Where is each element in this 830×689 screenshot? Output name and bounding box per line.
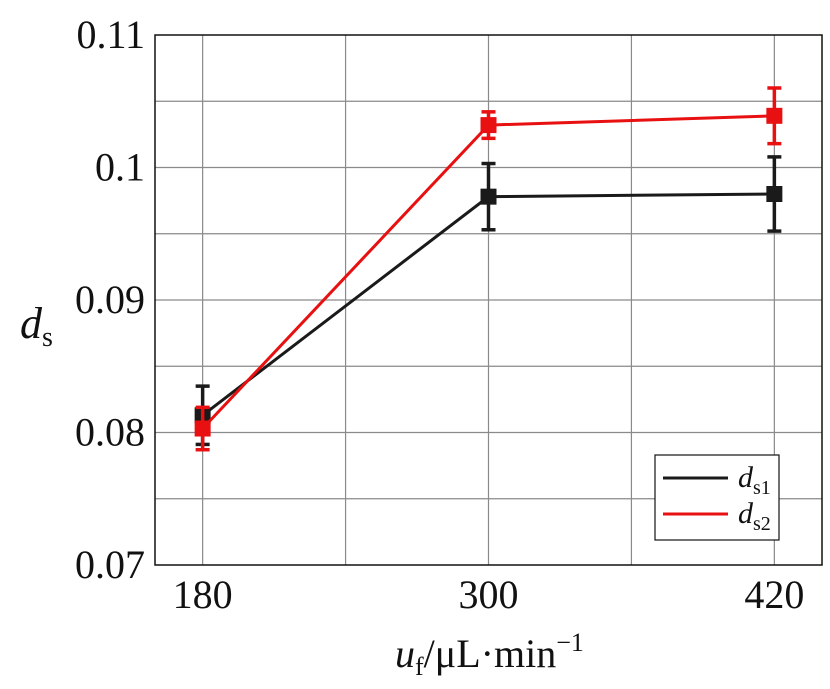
svg-text:ds: ds xyxy=(20,299,53,353)
x-tick-label: 420 xyxy=(744,572,804,617)
x-axis-title-sub: f xyxy=(415,652,424,681)
legend-box xyxy=(654,454,780,541)
x-axis-title: uf/μL·min−1 xyxy=(395,628,584,681)
x-axis-title-unit: /μL·min xyxy=(424,631,557,676)
y-tick-label: 0.08 xyxy=(75,410,145,455)
x-tick-label: 180 xyxy=(173,572,233,617)
series-layer xyxy=(194,86,783,452)
x-tick-label: 300 xyxy=(459,572,519,617)
series-ds2 xyxy=(194,86,783,452)
y-axis-title: ds xyxy=(20,299,53,353)
data-point-ds2 xyxy=(194,420,211,437)
svg-text:uf/μL·min−1: uf/μL·min−1 xyxy=(395,628,584,681)
y-tick-label: 0.07 xyxy=(75,542,145,587)
data-point-ds1 xyxy=(480,188,497,205)
y-axis-title-sub: s xyxy=(42,322,53,353)
data-point-ds1 xyxy=(766,186,783,202)
legend: ds1 ds2 xyxy=(654,454,780,541)
y-tick-label: 0.09 xyxy=(75,277,145,322)
legend-label-ds1: ds1 xyxy=(738,461,771,499)
x-axis-title-var: u xyxy=(395,631,415,676)
y-tick-label: 0.1 xyxy=(95,145,145,190)
tick-labels: 180 300 420 0.07 0.08 0.09 0.1 0.11 xyxy=(75,12,804,617)
plot-frame xyxy=(154,34,823,566)
data-point-ds2 xyxy=(766,107,783,124)
data-point-ds2 xyxy=(480,117,497,134)
x-axis-title-sup: −1 xyxy=(556,628,584,657)
y-tick-label: 0.11 xyxy=(76,12,145,57)
y-axis-title-var: d xyxy=(20,299,43,348)
legend-label-ds2: ds2 xyxy=(738,497,771,535)
